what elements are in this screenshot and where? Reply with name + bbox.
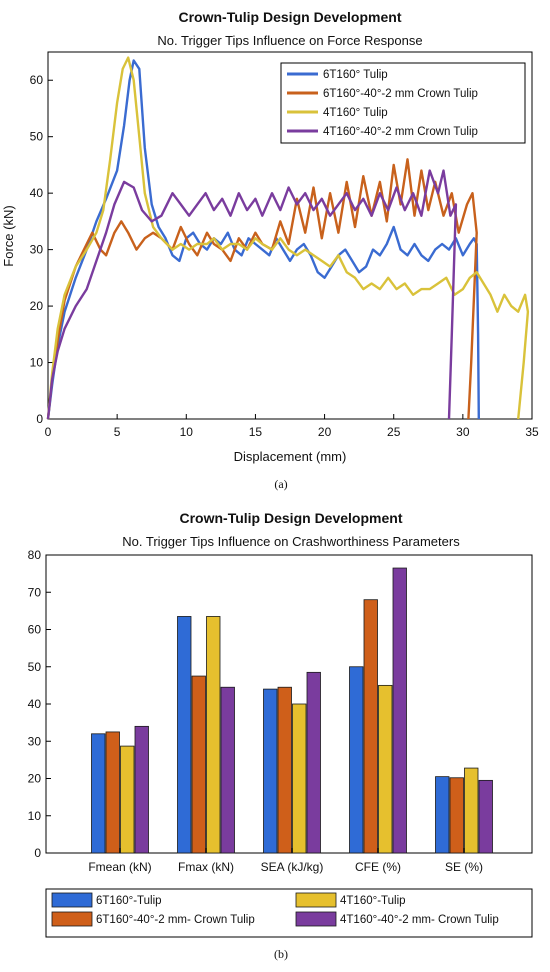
chart-b-legend-box <box>45 888 533 938</box>
y-tick-label: 60 <box>28 623 42 637</box>
legend-label: 6T160°-40°-2 mm Crown Tulip <box>323 88 478 100</box>
chart-b-title: Crown-Tulip Design Development <box>180 510 403 526</box>
chart-a-subtitle: No. Trigger Tips Influence on Force Resp… <box>157 33 422 48</box>
x-tick-label: 0 <box>45 425 52 439</box>
chart-b-bars <box>91 567 493 854</box>
x-tick-label: 35 <box>525 425 539 439</box>
chart-a-legend: 6T160° Tulip 6T160°-40°-2 mm Crown Tulip 4… <box>280 62 526 144</box>
chart-b-caption: (b) <box>274 947 288 961</box>
bar-fmax-kn-4t160-40-2-mm-crown-tulip <box>220 686 235 854</box>
legend-swatch-6t160-tulip <box>51 892 93 908</box>
series-line-4t160-40-2-mm-crown-tulip <box>46 169 458 420</box>
y-tick-label: 40 <box>30 186 44 200</box>
y-tick-label: 0 <box>36 412 43 426</box>
chart-b-ticks: 0 10 20 30 40 50 60 70 80 Fmean (kN) Fmax (kN) SEA … <box>28 548 483 874</box>
x-tick-label: 5 <box>114 425 121 439</box>
legend-label: 4T160°-Tulip <box>340 895 406 907</box>
series-line-4t160-tulip <box>46 56 530 420</box>
bar-fmax-kn-6t160-40-2-mm-crown-tulip <box>191 675 206 854</box>
bar-fmax-kn-4t160-tulip <box>206 616 221 854</box>
bar-se-4t160-40-2-mm-crown-tulip <box>478 779 493 854</box>
legend-swatch-6t160-40-2-mm-crown-tulip <box>51 911 93 927</box>
category-label: Fmax (kN) <box>178 860 234 874</box>
bar-fmean-kn-4t160-40-2-mm-crown-tulip <box>134 725 149 854</box>
category-label: SE (%) <box>445 860 483 874</box>
y-tick-label: 50 <box>30 130 44 144</box>
x-tick-label: 15 <box>249 425 263 439</box>
bar-sea-kj-kg-4t160-tulip <box>292 703 307 854</box>
chart-a-caption: (a) <box>274 477 287 491</box>
bar-cfe-6t160-tulip <box>349 666 364 854</box>
legend-swatch-4t160-40-2-mm-crown-tulip <box>295 911 337 927</box>
chart-a-legend-box <box>280 62 526 144</box>
chart-a-xlabel: Displacement (mm) <box>234 449 347 464</box>
y-tick-label: 80 <box>28 548 42 562</box>
series-line-6t160-40-2-mm-crown-tulip <box>46 158 478 420</box>
chart-a-ticks: 0 5 10 15 20 25 30 35 0 10 20 30 40 50 60 <box>30 73 539 439</box>
legend-swatch-4t160-tulip <box>295 892 337 908</box>
category-label: Fmean (kN) <box>88 860 151 874</box>
y-tick-label: 0 <box>34 846 41 860</box>
bar-sea-kj-kg-6t160-tulip <box>263 688 278 854</box>
bar-se-4t160-tulip <box>464 767 479 854</box>
y-tick-label: 60 <box>30 73 44 87</box>
chart-b-subtitle: No. Trigger Tips Influence on Crashworth… <box>122 534 460 549</box>
bar-sea-kj-kg-4t160-40-2-mm-crown-tulip <box>306 671 321 854</box>
bar-cfe-6t160-40-2-mm-crown-tulip <box>363 599 378 854</box>
bar-fmean-kn-6t160-40-2-mm-crown-tulip <box>105 731 120 854</box>
legend-label: 4T160°-40°-2 mm- Crown Tulip <box>340 914 499 926</box>
y-tick-label: 20 <box>28 772 42 786</box>
legend-label: 4T160° Tulip <box>323 107 388 119</box>
bar-fmean-kn-6t160-tulip <box>91 733 106 854</box>
bar-se-6t160-40-2-mm-crown-tulip <box>449 777 464 854</box>
y-tick-label: 50 <box>28 660 42 674</box>
x-tick-label: 30 <box>456 425 470 439</box>
legend-label: 6T160°-40°-2 mm- Crown Tulip <box>96 914 255 926</box>
x-tick-label: 10 <box>180 425 194 439</box>
y-tick-label: 20 <box>30 299 44 313</box>
chart-b-legend: 6T160°-Tulip 6T160°-40°-2 mm- Crown Tulip… <box>45 888 533 938</box>
chart-a-plot-frame <box>47 51 533 420</box>
legend-label: 6T160° Tulip <box>323 69 388 81</box>
legend-label: 4T160°-40°-2 mm Crown Tulip <box>323 126 478 138</box>
bar-cfe-4t160-40-2-mm-crown-tulip <box>392 567 407 854</box>
legend-label: 6T160°-Tulip <box>96 895 162 907</box>
crashworthiness-chart: Crown-Tulip Design Development No. Trigg… <box>28 510 533 961</box>
bar-se-6t160-tulip <box>435 776 450 854</box>
y-tick-label: 30 <box>28 734 42 748</box>
bar-sea-kj-kg-6t160-40-2-mm-crown-tulip <box>277 686 292 854</box>
x-tick-label: 25 <box>387 425 401 439</box>
category-label: SEA (kJ/kg) <box>261 860 324 874</box>
chart-a-title: Crown-Tulip Design Development <box>179 9 402 25</box>
y-tick-label: 30 <box>30 243 44 257</box>
y-tick-label: 10 <box>28 809 42 823</box>
bar-cfe-4t160-tulip <box>378 684 393 854</box>
force-response-chart: Crown-Tulip Design Development No. Trigg… <box>1 9 539 491</box>
bar-fmean-kn-4t160-tulip <box>120 745 135 854</box>
chart-a-ylabel: Force (kN) <box>1 205 16 266</box>
chart-a-series-lines <box>46 56 530 420</box>
y-tick-label: 70 <box>28 585 42 599</box>
category-label: CFE (%) <box>355 860 401 874</box>
y-tick-label: 10 <box>30 356 44 370</box>
bar-fmax-kn-6t160-tulip <box>177 616 192 854</box>
y-tick-label: 40 <box>28 697 42 711</box>
x-tick-label: 20 <box>318 425 332 439</box>
